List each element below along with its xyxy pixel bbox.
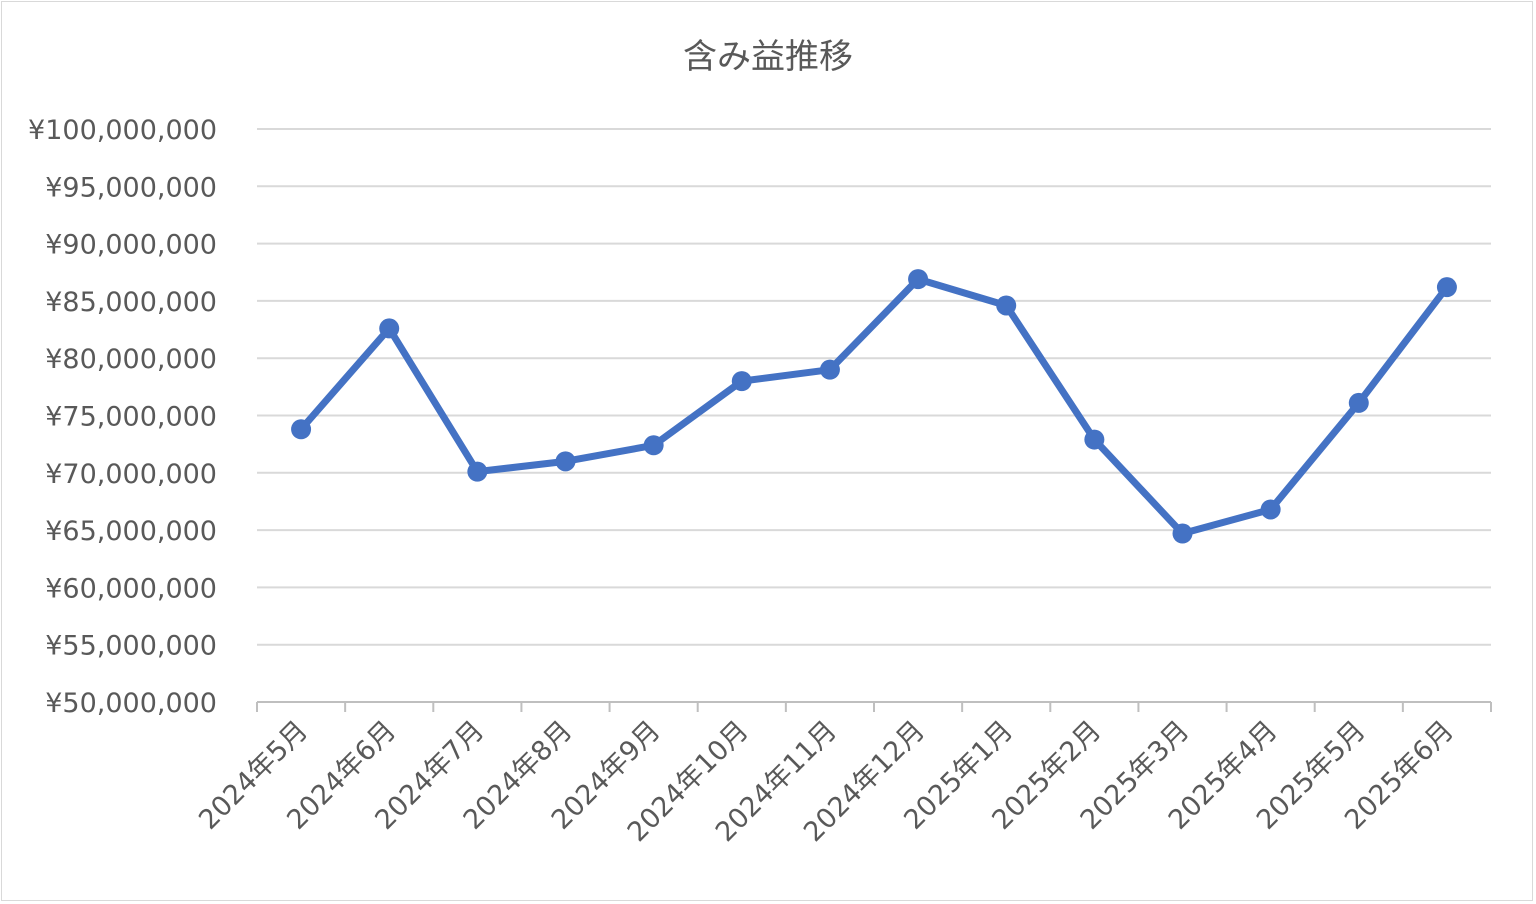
y-tick-label: ¥50,000,000 [45, 688, 217, 719]
data-point [996, 295, 1017, 316]
data-point [1260, 499, 1281, 520]
data-point [291, 419, 312, 440]
y-tick-label: ¥85,000,000 [45, 287, 217, 318]
y-tick-label: ¥100,000,000 [28, 115, 217, 146]
data-point [555, 451, 576, 472]
data-point [1172, 523, 1193, 544]
y-tick-label: ¥95,000,000 [45, 172, 217, 203]
data-point [908, 269, 929, 290]
y-tick-label: ¥55,000,000 [45, 631, 217, 662]
chart-title: 含み益推移 [683, 37, 853, 77]
y-tick-label: ¥80,000,000 [45, 344, 217, 375]
data-point [819, 359, 840, 380]
series-line [298, 275, 1450, 538]
data-point [1348, 392, 1369, 413]
y-tick-label: ¥70,000,000 [45, 459, 217, 490]
data-point [643, 435, 664, 456]
data-point [731, 371, 752, 392]
data-point [379, 318, 400, 339]
y-tick-label: ¥65,000,000 [45, 516, 217, 547]
data-point [1084, 429, 1105, 450]
y-tick-label: ¥75,000,000 [45, 402, 217, 433]
data-point [467, 461, 488, 482]
y-tick-label: ¥90,000,000 [45, 230, 217, 261]
data-point [1436, 277, 1457, 298]
y-tick-label: ¥60,000,000 [45, 573, 217, 604]
